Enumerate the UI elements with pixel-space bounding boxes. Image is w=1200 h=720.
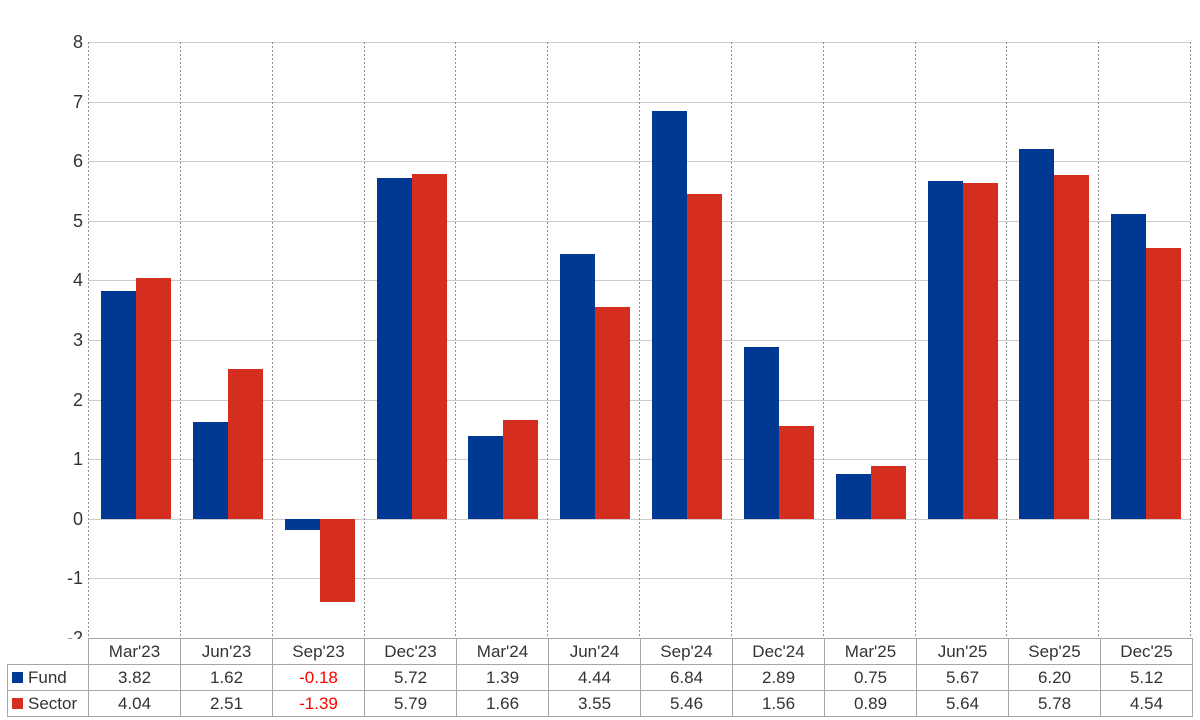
value-cell: 6.20 <box>1008 664 1101 691</box>
value-cell: 5.79 <box>364 690 457 717</box>
v-gridline <box>1006 42 1007 638</box>
fund-bar-Sep-25 <box>1019 149 1054 519</box>
value-cell: 5.78 <box>1008 690 1101 717</box>
sector-bar-Dec-25 <box>1146 248 1181 519</box>
value-cell: 1.62 <box>180 664 273 691</box>
value-cell: 3.55 <box>548 690 641 717</box>
v-gridline <box>1190 42 1191 638</box>
series-name-label: Sector <box>28 693 78 713</box>
category-header-cell: Jun'25 <box>916 638 1009 665</box>
sector-bar-Sep-24 <box>687 194 722 519</box>
legend-entry-sector: Sector <box>9 693 88 714</box>
table-header-row: Mar'23 Jun'23 Sep'23 Dec'23 Mar'24 Jun'24 Sep'… <box>7 638 1193 665</box>
category-header-cell: Sep'25 <box>1008 638 1101 665</box>
category-header-cell: Mar'25 <box>824 638 917 665</box>
chart-data-table: Mar'23 Jun'23 Sep'23 Dec'23 Mar'24 Jun'24 Sep'… <box>7 638 1193 717</box>
fund-bar-Jun-23 <box>193 422 228 519</box>
sector-bar-Jun-24 <box>595 307 630 519</box>
v-gridline <box>455 42 456 638</box>
fund-bar-Dec-24 <box>744 347 779 519</box>
value-cell: -0.18 <box>272 664 365 691</box>
value-cell: 5.67 <box>916 664 1009 691</box>
legend-cell-sector: Sector <box>7 690 89 717</box>
table-row-sector: Sector 4.04 2.51 -1.39 5.79 1.66 3.55 5.46 1.56 0… <box>7 690 1193 717</box>
fund-bar-Jun-24 <box>560 254 595 519</box>
value-cell: 5.64 <box>916 690 1009 717</box>
v-gridline <box>272 42 273 638</box>
value-cell: 4.54 <box>1100 690 1193 717</box>
v-gridline <box>1098 42 1099 638</box>
fund-bar-Sep-23 <box>285 519 320 530</box>
sector-bar-Sep-23 <box>320 519 355 602</box>
sector-bar-Mar-24 <box>503 420 538 519</box>
value-cell: 3.82 <box>88 664 181 691</box>
sector-bar-Jun-23 <box>228 369 263 519</box>
v-gridline <box>547 42 548 638</box>
table-row-fund: Fund 3.82 1.62 -0.18 5.72 1.39 4.44 6.84 2.89 0.7… <box>7 664 1193 691</box>
fund-bar-Mar-25 <box>836 474 871 519</box>
category-header-cell: Jun'24 <box>548 638 641 665</box>
value-cell: -1.39 <box>272 690 365 717</box>
y-axis-tick-label: 5 <box>72 211 83 231</box>
v-gridline <box>180 42 181 638</box>
y-axis-tick-label: 8 <box>72 32 83 52</box>
y-axis-tick-label: 3 <box>72 330 83 350</box>
sector-bar-Mar-25 <box>871 466 906 519</box>
y-axis-tick-label: 0 <box>72 509 83 529</box>
fund-bar-Dec-25 <box>1111 214 1146 519</box>
y-axis-tick-label: 4 <box>72 270 83 290</box>
v-gridline <box>88 42 89 638</box>
category-header-cell: Dec'23 <box>364 638 457 665</box>
y-axis-tick-label: 2 <box>72 390 83 410</box>
category-header-cell: Mar'24 <box>456 638 549 665</box>
fund-bar-Sep-24 <box>652 111 687 519</box>
sector-bar-Dec-23 <box>412 174 447 519</box>
v-gridline <box>823 42 824 638</box>
value-cell: 6.84 <box>640 664 733 691</box>
legend-cell-fund: Fund <box>7 664 89 691</box>
value-cell: 1.56 <box>732 690 825 717</box>
category-header-cell: Mar'23 <box>88 638 181 665</box>
value-cell: 0.89 <box>824 690 917 717</box>
legend-entry-fund: Fund <box>9 667 88 688</box>
sector-bar-Dec-24 <box>779 426 814 519</box>
v-gridline <box>915 42 916 638</box>
value-cell: 2.51 <box>180 690 273 717</box>
value-cell: 2.89 <box>732 664 825 691</box>
value-cell: 0.75 <box>824 664 917 691</box>
category-header-cell: Jun'23 <box>180 638 273 665</box>
fund-bar-Mar-23 <box>101 291 136 519</box>
fund-bar-Dec-23 <box>377 178 412 519</box>
table-corner-cell <box>7 638 89 665</box>
value-cell: 1.39 <box>456 664 549 691</box>
value-cell: 1.66 <box>456 690 549 717</box>
fund-bar-Mar-24 <box>468 436 503 519</box>
category-header-cell: Sep'23 <box>272 638 365 665</box>
sector-bar-Mar-23 <box>136 278 171 519</box>
v-gridline <box>364 42 365 638</box>
sector-bar-Jun-25 <box>963 183 998 519</box>
y-axis-tick-label: 1 <box>72 449 83 469</box>
category-header-cell: Dec'25 <box>1100 638 1193 665</box>
fund-bar-Jun-25 <box>928 181 963 519</box>
y-axis-tick-label: -1 <box>66 568 83 588</box>
value-cell: 4.44 <box>548 664 641 691</box>
value-cell: 5.72 <box>364 664 457 691</box>
y-axis-tick-label: 7 <box>72 92 83 112</box>
y-axis-tick-label: 6 <box>72 151 83 171</box>
value-cell: 4.04 <box>88 690 181 717</box>
sector-bar-Sep-25 <box>1054 175 1089 519</box>
fund-legend-marker-icon <box>12 672 23 683</box>
value-cell: 5.12 <box>1100 664 1193 691</box>
category-header-cell: Sep'24 <box>640 638 733 665</box>
v-gridline <box>639 42 640 638</box>
series-name-label: Fund <box>28 667 67 687</box>
v-gridline <box>731 42 732 638</box>
sector-legend-marker-icon <box>12 698 23 709</box>
category-header-cell: Dec'24 <box>732 638 825 665</box>
value-cell: 5.46 <box>640 690 733 717</box>
